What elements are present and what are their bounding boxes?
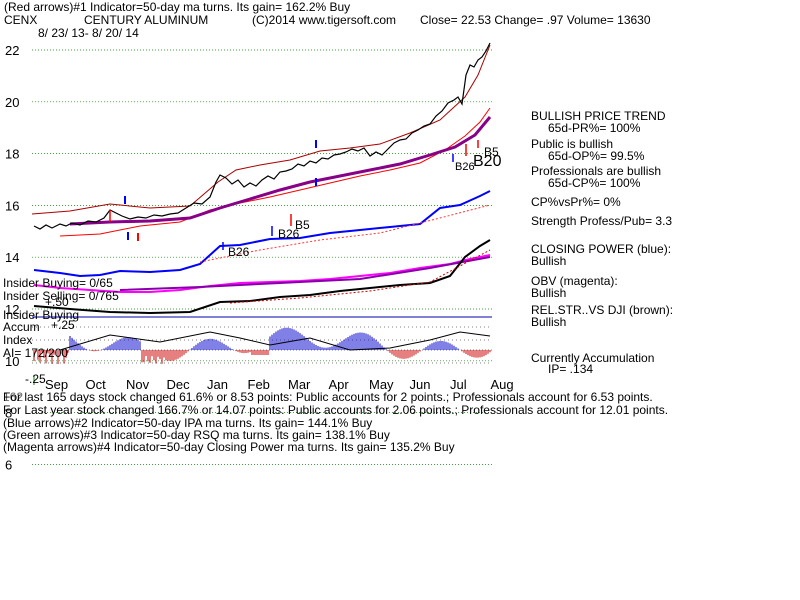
insider-buying-label: Insider Buying= 0/65 xyxy=(3,276,113,290)
plus-25-label: +.25 xyxy=(51,318,75,332)
x-tick-label: Mar xyxy=(288,377,311,392)
annotation-b26: B26 xyxy=(455,161,475,173)
x-tick-label: Oct xyxy=(86,377,107,392)
price-line xyxy=(33,42,491,230)
blue-arrows-legend: (Blue arrows)#2 Indicator=50-day IPA ma … xyxy=(3,416,373,430)
y-tick-label: 8 xyxy=(5,406,12,421)
relative-strength-ma xyxy=(229,249,491,304)
copyright: (C)2014 www.tigersoft.com xyxy=(252,13,397,27)
ticker: CENX xyxy=(4,13,38,27)
minus-25-label: -.25 xyxy=(25,372,46,386)
y-axis-labels: 22 20 18 16 14 12 10 8 6 xyxy=(5,43,19,472)
footer-line-1-overlay: 162 xyxy=(3,390,24,404)
closing-power-ma xyxy=(199,204,491,263)
magenta-arrows-legend: (Magenta arrows)#4 Indicator=50-day Clos… xyxy=(3,440,455,454)
annotation-b26: B26 xyxy=(228,245,250,259)
moving-average-line xyxy=(69,116,492,226)
company-name: CENTURY ALUMINUM xyxy=(84,13,209,27)
closing-power-state: Bullish xyxy=(531,254,567,268)
trend-label: BULLISH PRICE TREND xyxy=(531,109,666,123)
upper-band-line xyxy=(31,44,491,215)
annotation-b26: B26 xyxy=(278,227,300,241)
relative-strength-line xyxy=(33,239,491,315)
obv-line xyxy=(33,254,491,293)
obv-label: OBV (magenta): xyxy=(531,274,618,288)
y-tick-label: 20 xyxy=(5,95,19,110)
annotation-b5: B5 xyxy=(484,145,499,159)
relstr-label: REL.STR..VS DJI (brown): xyxy=(531,303,674,317)
professionals-label: Professionals are bullish xyxy=(531,164,662,178)
annotation-b5: B5 xyxy=(295,218,310,232)
x-tick-label: Jun xyxy=(410,377,431,392)
y-tick-label: 12 xyxy=(5,302,19,317)
red-arrows-legend: (Red arrows)#1 Indicator=50-day ma turns… xyxy=(4,0,351,14)
relstr-state: Bullish xyxy=(531,315,567,329)
closing-power-label: CLOSING POWER (blue): xyxy=(531,242,672,256)
quote: Close= 22.53 Change= .97 Volume= 13630 xyxy=(420,13,651,27)
y-tick-label: 18 xyxy=(5,147,19,162)
x-tick-label: Jul xyxy=(450,377,467,392)
accum-label: Accum xyxy=(3,320,40,334)
accumulation-histogram xyxy=(33,327,491,364)
accumulation-status: Currently Accumulation xyxy=(531,351,655,365)
y-tick-label: 6 xyxy=(5,457,12,472)
pr-label: 65d-PR%= 100% xyxy=(548,121,641,135)
y-tick-label: 10 xyxy=(5,354,19,369)
x-axis-labels: Sep Oct Nov Dec Jan Feb Mar Apr May Jun Jul Aug xyxy=(45,377,514,392)
signal-arrows xyxy=(109,140,479,250)
x-tick-label: May xyxy=(369,377,394,392)
date-range: 8/ 23/ 13- 8/ 20/ 14 xyxy=(38,26,139,40)
closing-power-line xyxy=(33,190,491,278)
cp-label: 65d-CP%= 100% xyxy=(548,176,641,190)
obv-state: Bullish xyxy=(531,286,567,300)
insider-buying-label-2: Insider Buying xyxy=(3,308,80,322)
y-tick-label: 22 xyxy=(5,43,19,58)
op-label: 65d-OP%= 99.5% xyxy=(548,149,645,163)
accumulation-ma-line xyxy=(59,331,491,351)
y-tick-label: 14 xyxy=(5,250,19,265)
footer-line-1: For last 165 days stock changed 61.6% or… xyxy=(3,390,653,404)
x-tick-label: Nov xyxy=(126,377,150,392)
footer-line-2: For Last year stock changed 166.7% or 14… xyxy=(3,403,669,417)
y-tick-label: 16 xyxy=(5,198,19,213)
plus-50-label: +.50 xyxy=(45,295,69,309)
lower-band-line xyxy=(59,107,491,237)
x-tick-label: Apr xyxy=(329,377,350,392)
ai-label: AI= 172/200 xyxy=(3,346,69,360)
cpvspr-label: CP%vsPr%= 0% xyxy=(531,195,621,209)
insider-selling-label: Insider Selling= 0/765 xyxy=(3,289,119,303)
public-label: Public is bullish xyxy=(531,137,614,151)
annotation-b20: B20 xyxy=(473,153,502,170)
x-tick-label: Jan xyxy=(207,377,228,392)
ip-label: IP= .134 xyxy=(548,362,594,376)
price-grid xyxy=(32,49,492,465)
x-tick-label: Aug xyxy=(491,377,514,392)
x-tick-label: Sep xyxy=(45,377,68,392)
index-label: Index xyxy=(3,333,33,347)
x-tick-label: Dec xyxy=(167,377,191,392)
obv-ma xyxy=(119,256,491,291)
green-arrows-legend: (Green arrows)#3 Indicator=50-day RSQ ma… xyxy=(3,428,390,442)
strength-label: Strength Profess/Pub= 3.3 xyxy=(531,214,673,228)
x-tick-label: Feb xyxy=(248,377,270,392)
